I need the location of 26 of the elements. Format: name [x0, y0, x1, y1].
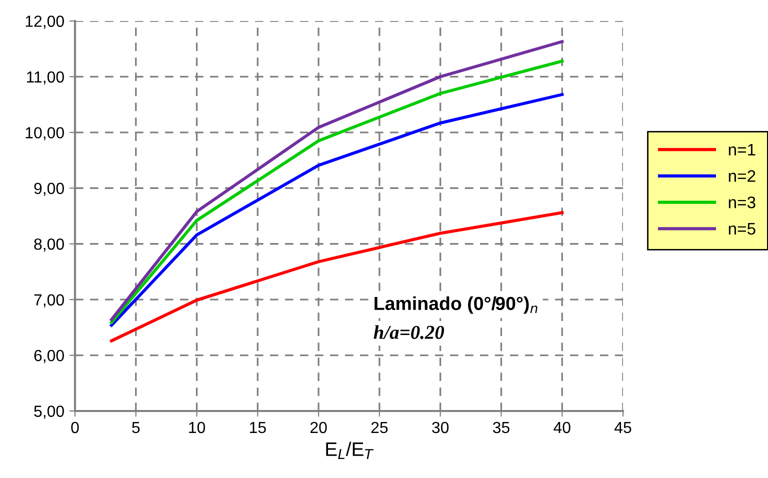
- x-tick-label: 0: [71, 422, 79, 434]
- annotation: h/a=0.20: [374, 325, 444, 340]
- y-tick-label: 9,00: [34, 182, 64, 196]
- y-tick-label: 5,00: [34, 406, 64, 419]
- x-tick-label: 25: [371, 422, 388, 434]
- x-tick-label: 45: [614, 422, 632, 434]
- x-tick-label: 35: [492, 422, 510, 434]
- y-tick-label: 8,00: [34, 238, 64, 252]
- y-tick-label: 12,00: [26, 16, 64, 29]
- legend-label: n=3: [728, 196, 756, 208]
- annotation: Laminado (0°/90°)$_{n}$: [374, 296, 538, 314]
- x-tick-label: 30: [432, 422, 449, 434]
- y-tick-label: 6,00: [34, 350, 64, 364]
- x-tick-label: 20: [310, 422, 327, 434]
- legend-label: n=5: [728, 223, 756, 235]
- legend-label: n=1: [728, 144, 756, 156]
- x-tick-label: 40: [554, 422, 570, 434]
- x-tick-label: 10: [189, 422, 206, 434]
- y-tick-label: 10,00: [26, 127, 64, 140]
- x-axis-title: E$_{L}$/E$_{T}$: [326, 442, 374, 460]
- line-series: [110, 211, 564, 342]
- x-tick-label: 15: [250, 422, 266, 434]
- y-tick-label: 11,00: [27, 71, 64, 85]
- legend-label: n=2: [728, 170, 756, 182]
- x-tick-label: 5: [132, 422, 140, 434]
- y-tick-label: 7,00: [34, 294, 64, 308]
